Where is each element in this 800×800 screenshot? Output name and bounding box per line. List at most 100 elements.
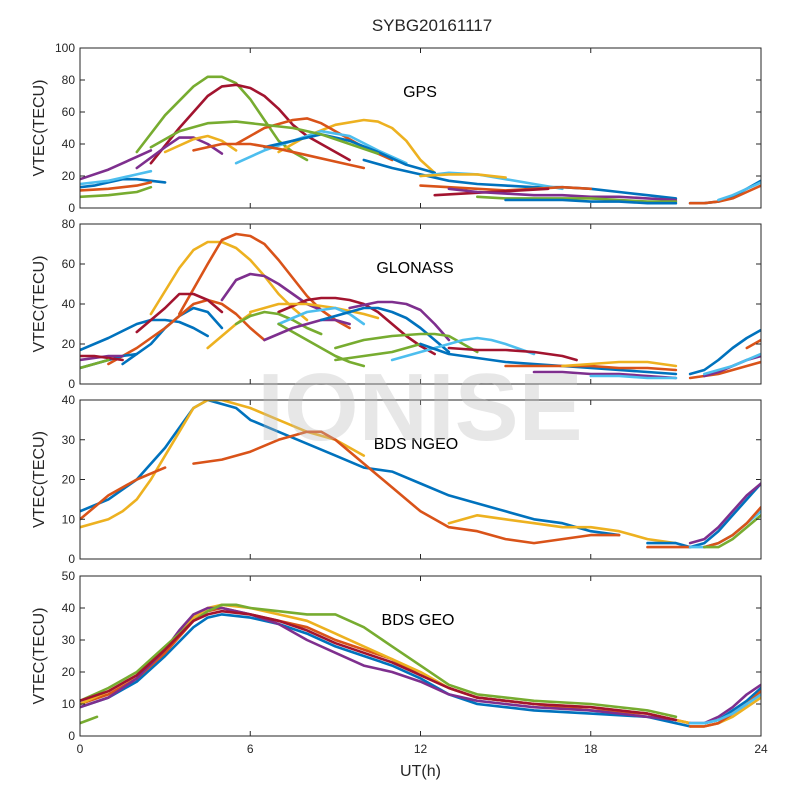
y-tick-label: 40 (62, 393, 76, 407)
y-tick-label: 10 (62, 512, 76, 526)
series-line-6 (80, 609, 678, 722)
y-tick-label: 50 (62, 569, 76, 583)
series-line-12 (702, 513, 761, 549)
panel-annotation: GLONASS (376, 260, 453, 277)
y-tick-label: 0 (68, 377, 75, 391)
series-line-31 (688, 360, 761, 380)
y-tick-label: 40 (62, 601, 76, 615)
series-line-12 (688, 693, 761, 725)
series-line-5 (234, 129, 408, 165)
series-line-34 (745, 338, 761, 350)
y-tick-label: 100 (55, 41, 75, 55)
series-line-1 (149, 240, 309, 322)
panel-3: 0 10 20 30 40 VTEC(TECU) BDS NGEO (31, 393, 762, 566)
series-group (80, 400, 761, 549)
series-line-25 (589, 374, 678, 380)
x-tick-label: 24 (754, 742, 768, 756)
series-line-13 (80, 181, 153, 192)
series-line-11 (702, 505, 761, 549)
series-line-14 (277, 322, 366, 368)
panel-4: 0 10 20 30 40 50 0 6 12 18 24 VTEC(TECU) UT(h) BDS GE… (31, 569, 768, 780)
y-axis-label: VTEC(TECU) (31, 608, 48, 705)
y-tick-label: 40 (62, 137, 76, 151)
series-line-18 (419, 173, 507, 179)
series-line-9 (688, 482, 761, 545)
series-group (80, 603, 761, 728)
series-line-8 (688, 482, 761, 549)
series-line-7 (80, 318, 209, 352)
series-line-22 (475, 195, 678, 203)
series-line-15 (263, 318, 351, 342)
x-tick-label: 6 (247, 742, 254, 756)
y-tick-label: 20 (62, 169, 76, 183)
series-line-26 (717, 181, 761, 202)
series-line-1 (80, 400, 621, 537)
x-tick-label: 0 (77, 742, 84, 756)
y-tick-label: 80 (62, 217, 76, 231)
y-tick-label: 80 (62, 73, 76, 87)
series-line-30 (688, 328, 761, 376)
series-line-33 (702, 352, 761, 376)
series-line-6 (646, 541, 692, 549)
series-line-7 (80, 715, 99, 725)
series-line-4 (192, 430, 621, 545)
y-tick-label: 20 (62, 473, 76, 487)
series-group (80, 75, 761, 205)
series-line-29 (80, 358, 110, 370)
x-axis-label: UT(h) (400, 763, 441, 780)
series-line-19 (390, 336, 536, 362)
x-tick-label: 18 (584, 742, 598, 756)
series-line-3 (80, 466, 167, 521)
y-axis-label: VTEC(TECU) (31, 80, 48, 177)
series-line-2 (149, 83, 351, 165)
series-line-20 (447, 346, 578, 362)
series-line-23 (561, 360, 678, 368)
series-line-17 (334, 332, 479, 354)
y-tick-label: 0 (68, 201, 75, 215)
panel-2: 0 20 40 60 80 VTEC(TECU) GLONASS (31, 217, 762, 391)
series-line-12 (80, 177, 167, 189)
series-line-2 (80, 400, 366, 529)
series-line-22 (504, 364, 678, 372)
panel-annotation: GPS (403, 84, 437, 101)
series-line-5 (447, 513, 678, 545)
series-line-24 (532, 370, 678, 380)
series-line-13 (277, 306, 366, 326)
series-line-21 (447, 187, 678, 202)
y-tick-label: 60 (62, 105, 76, 119)
x-tick-label: 12 (414, 742, 428, 756)
series-line-6 (249, 302, 380, 320)
series-group (80, 232, 761, 380)
y-tick-label: 10 (62, 697, 76, 711)
series-line-7 (149, 120, 380, 155)
series-line-14 (80, 185, 153, 199)
series-line-12 (234, 310, 323, 336)
y-axis-label: VTEC(TECU) (31, 431, 48, 528)
series-line-6 (263, 133, 437, 175)
panel-1: 0 20 40 60 80 100 VTEC(TECU) GPS (31, 41, 762, 215)
series-line-16 (319, 306, 451, 354)
plot-area (80, 400, 761, 559)
series-line-1 (80, 613, 692, 728)
y-tick-label: 20 (62, 337, 76, 351)
series-line-5 (348, 300, 451, 342)
figure-title: SYBG20161117 (372, 16, 492, 35)
plot-area (80, 48, 761, 208)
y-tick-label: 20 (62, 665, 76, 679)
series-line-15 (80, 169, 153, 186)
series-line-9 (80, 149, 153, 181)
series-line-23 (504, 198, 678, 205)
series-line-10 (135, 292, 224, 334)
y-tick-label: 30 (62, 633, 76, 647)
series-line-2 (178, 232, 351, 330)
series-line-16 (362, 158, 678, 200)
y-tick-label: 60 (62, 257, 76, 271)
series-line-25 (688, 184, 761, 205)
panel-annotation: BDS NGEO (374, 436, 458, 453)
watermark-text: IONISE (257, 354, 582, 461)
y-tick-label: 40 (62, 297, 76, 311)
y-tick-label: 30 (62, 433, 76, 447)
series-line-11 (192, 142, 366, 170)
